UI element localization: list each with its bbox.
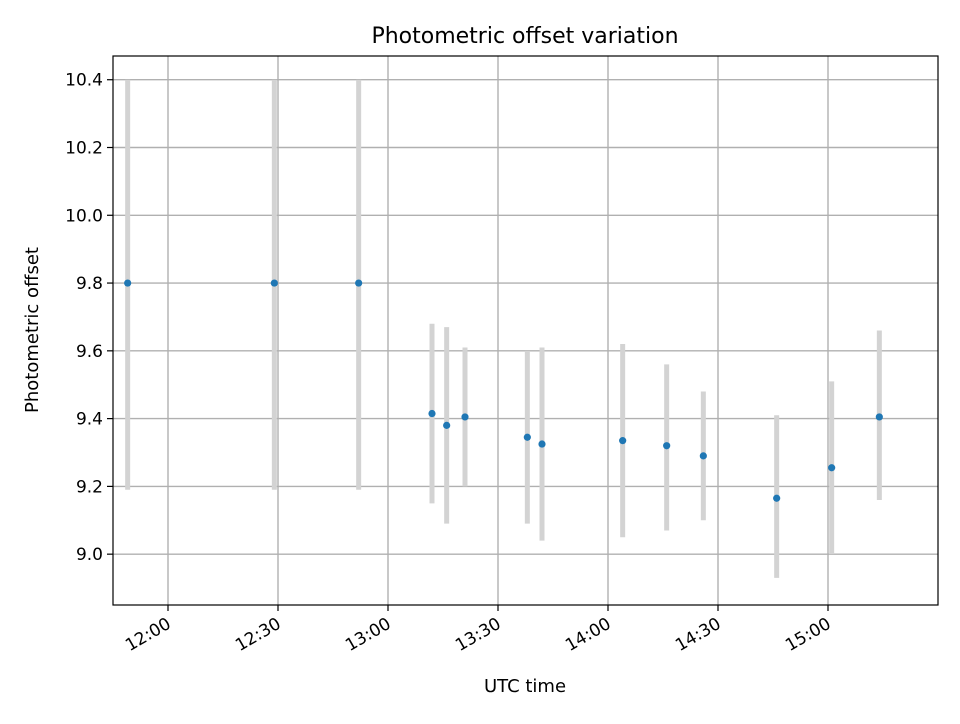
y-axis-label: Photometric offset: [22, 247, 43, 413]
data-point: [828, 464, 836, 472]
data-point: [699, 452, 707, 460]
grid-layer: [113, 56, 938, 605]
y-tick-label: 9.6: [76, 342, 103, 362]
data-point: [428, 409, 436, 418]
data-point: [523, 433, 531, 441]
x-axis-label: UTC time: [484, 676, 566, 697]
y-tick-label: 9.8: [76, 274, 103, 294]
data-point-layer: [124, 279, 883, 502]
data-point: [124, 279, 132, 287]
y-tick-label: 10.0: [65, 206, 103, 226]
data-point: [443, 421, 451, 429]
data-point: [773, 494, 781, 502]
data-point: [355, 279, 363, 287]
y-tick-label: 9.2: [76, 477, 103, 497]
data-point: [875, 413, 883, 421]
chart-title: Photometric offset variation: [371, 24, 678, 49]
y-tick-label: 9.0: [76, 545, 103, 565]
data-point: [663, 442, 671, 450]
data-point: [461, 413, 469, 421]
data-point: [270, 279, 278, 287]
data-point: [538, 440, 546, 448]
y-tick-label: 10.4: [65, 71, 103, 91]
y-tick-label: 10.2: [65, 139, 103, 159]
plot-area-frame: [112, 55, 939, 606]
data-point: [619, 437, 627, 445]
y-tick-label: 9.4: [76, 410, 103, 430]
